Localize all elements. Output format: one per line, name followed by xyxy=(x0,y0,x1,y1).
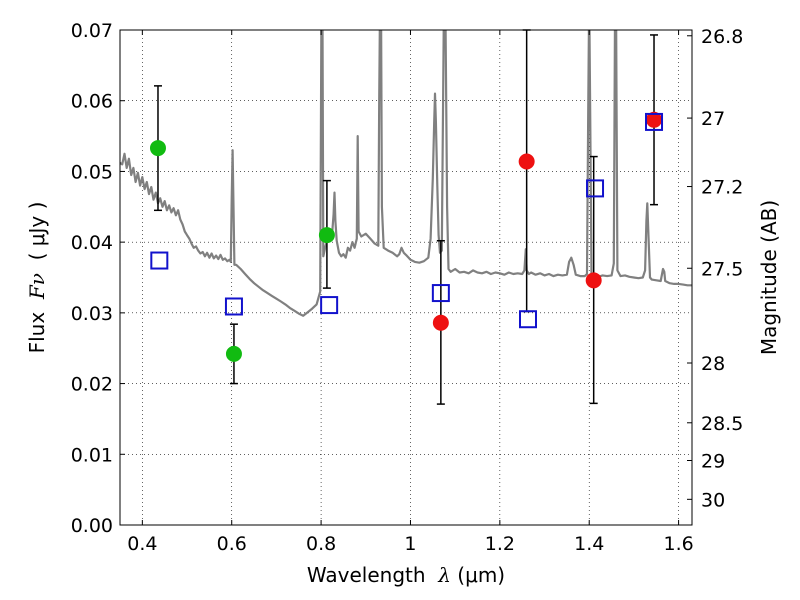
red-point xyxy=(432,314,449,331)
mag-tick-label: 30 xyxy=(701,489,725,511)
y-tick-label: 0.05 xyxy=(71,161,113,183)
blue-square-point xyxy=(150,251,169,270)
y-tick-label: 0.02 xyxy=(71,374,113,396)
plot-frame xyxy=(119,29,693,526)
y-tick-label: 0.06 xyxy=(71,91,113,113)
x-tick-label: 0.4 xyxy=(127,533,157,555)
mag-tick-label: 28.5 xyxy=(701,413,743,435)
grid xyxy=(120,30,692,525)
y-tick-label: 0.07 xyxy=(71,20,113,42)
mag-tick-label: 27 xyxy=(701,108,725,130)
blue-square-point xyxy=(320,296,339,315)
y-tick-label: 0.00 xyxy=(71,515,113,537)
x-tick-label: 0.6 xyxy=(217,533,247,555)
blue-square-point xyxy=(645,112,664,131)
x-axis-label: Wavelength λ (μm) xyxy=(307,563,505,587)
mag-tick-label: 26.8 xyxy=(701,26,743,48)
mag-tick-label: 29 xyxy=(701,451,725,473)
blue-square-point xyxy=(431,284,450,303)
tick-labels: 0.4 0.6 0.8 1 1.2 1.4 1.6 0.00 0.01 0.02 0.03 0.04 0… xyxy=(71,20,744,555)
x-tick-label: 1.2 xyxy=(485,533,515,555)
x-tick-label: 0.8 xyxy=(306,533,336,555)
green-point xyxy=(149,140,166,157)
mag-tick-label: 27.2 xyxy=(701,177,743,199)
green-point xyxy=(318,227,335,244)
red-point xyxy=(585,272,602,289)
x-tick-label: 1.6 xyxy=(663,533,693,555)
x-tick-label: 1.4 xyxy=(574,533,604,555)
blue-square-point xyxy=(586,179,605,198)
y-tick-label: 0.03 xyxy=(71,303,113,325)
mag-tick-label: 27.5 xyxy=(701,258,743,280)
spectrum-layer xyxy=(120,30,692,317)
blue-square-point xyxy=(518,310,537,329)
ticks xyxy=(120,29,692,526)
model-spectrum-line xyxy=(120,30,692,317)
y-tick-label: 0.04 xyxy=(71,232,113,254)
data-markers xyxy=(149,111,664,362)
y2-axis-label: Magnitude (AB) xyxy=(757,200,781,355)
x-tick-label: 1 xyxy=(404,533,416,555)
mag-tick-label: 28 xyxy=(701,353,725,375)
green-point xyxy=(225,345,242,362)
red-point xyxy=(518,153,535,170)
y-tick-label: 0.01 xyxy=(71,444,113,466)
blue-square-point xyxy=(224,297,243,316)
y-axis-label: Flux Fν ( μJy ) xyxy=(25,202,49,354)
